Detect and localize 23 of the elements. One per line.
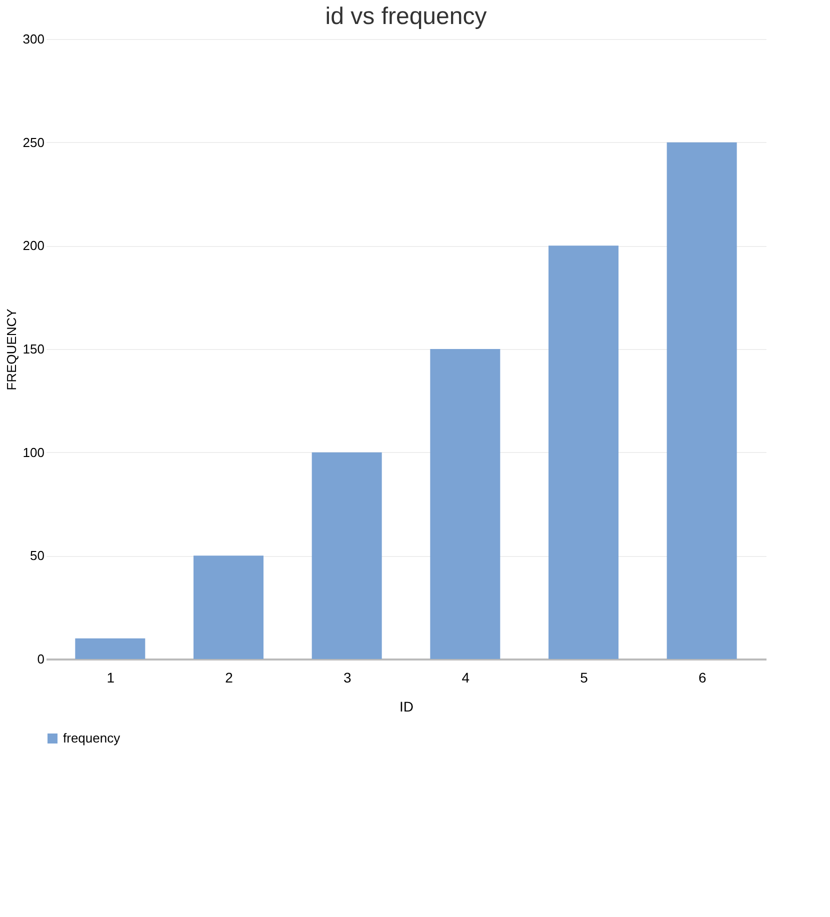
y-tick-label: 150 xyxy=(22,342,44,356)
y-tick-label: 100 xyxy=(22,444,44,460)
x-tick-label: 2 xyxy=(225,670,234,686)
bar xyxy=(75,638,146,659)
y-tick-label: 250 xyxy=(22,134,44,150)
bar xyxy=(312,452,382,659)
x-tick-label: 1 xyxy=(106,670,115,686)
x-axis-title: ID xyxy=(400,698,414,714)
x-tick-label: 5 xyxy=(580,670,588,686)
y-tick-label: 300 xyxy=(22,32,44,46)
chart-title: id vs frequency xyxy=(325,3,487,30)
bar xyxy=(548,246,618,659)
y-tick-label: 200 xyxy=(22,238,44,254)
y-axis-title: FREQUENCY xyxy=(4,308,19,390)
x-tick-label: 6 xyxy=(698,670,706,686)
x-tick-label: 4 xyxy=(462,670,470,686)
bar xyxy=(666,142,737,659)
x-tick-label: 3 xyxy=(343,670,352,686)
legend-label: frequency xyxy=(63,730,121,746)
y-tick-label: 50 xyxy=(30,548,44,564)
y-tick-label: 0 xyxy=(37,652,44,666)
bar xyxy=(430,349,500,659)
bar xyxy=(194,556,264,659)
